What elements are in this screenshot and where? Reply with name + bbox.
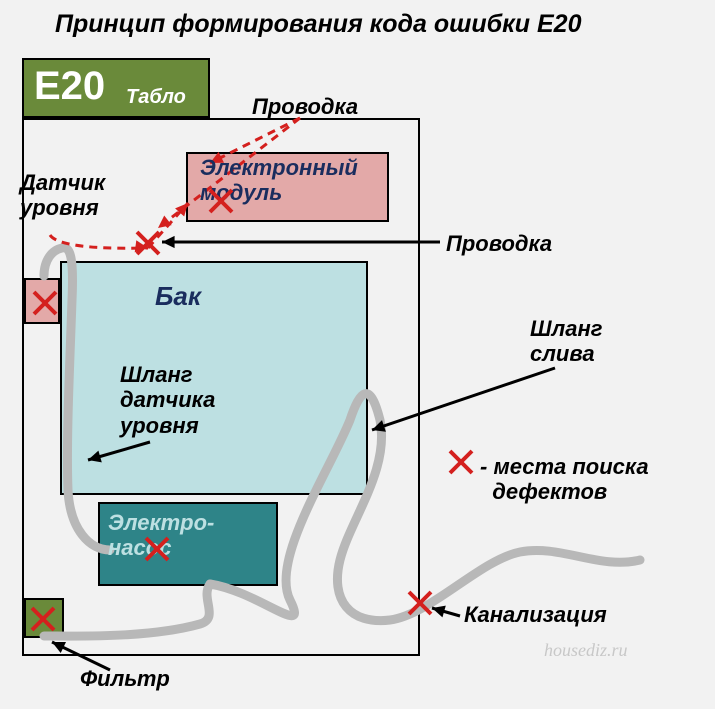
- label-filter: Фильтр: [80, 666, 170, 691]
- filter-box: [24, 598, 64, 638]
- display-tablo: Табло: [126, 86, 186, 109]
- label-tank: Бак: [155, 282, 201, 312]
- label-sewer: Канализация: [464, 602, 607, 627]
- display-code: Е20: [34, 63, 105, 109]
- label-legend: - места поиска дефектов: [480, 454, 649, 505]
- defect-x-icon: [448, 449, 474, 475]
- label-emodule: Электронный модуль: [200, 155, 358, 206]
- label-wiring-2: Проводка: [446, 231, 552, 256]
- label-wiring-1: Проводка: [252, 94, 358, 119]
- label-sensor-hose: Шланг датчика уровня: [120, 362, 215, 438]
- level-sensor-box: [24, 278, 60, 324]
- label-pump: Электро- насос: [108, 510, 214, 561]
- label-level-sensor: Датчик уровня: [20, 170, 105, 221]
- label-drain-hose: Шланг слива: [530, 316, 603, 367]
- watermark: housediz.ru: [544, 640, 628, 661]
- diagram-title: Принцип формирования кода ошибки Е20: [55, 10, 581, 39]
